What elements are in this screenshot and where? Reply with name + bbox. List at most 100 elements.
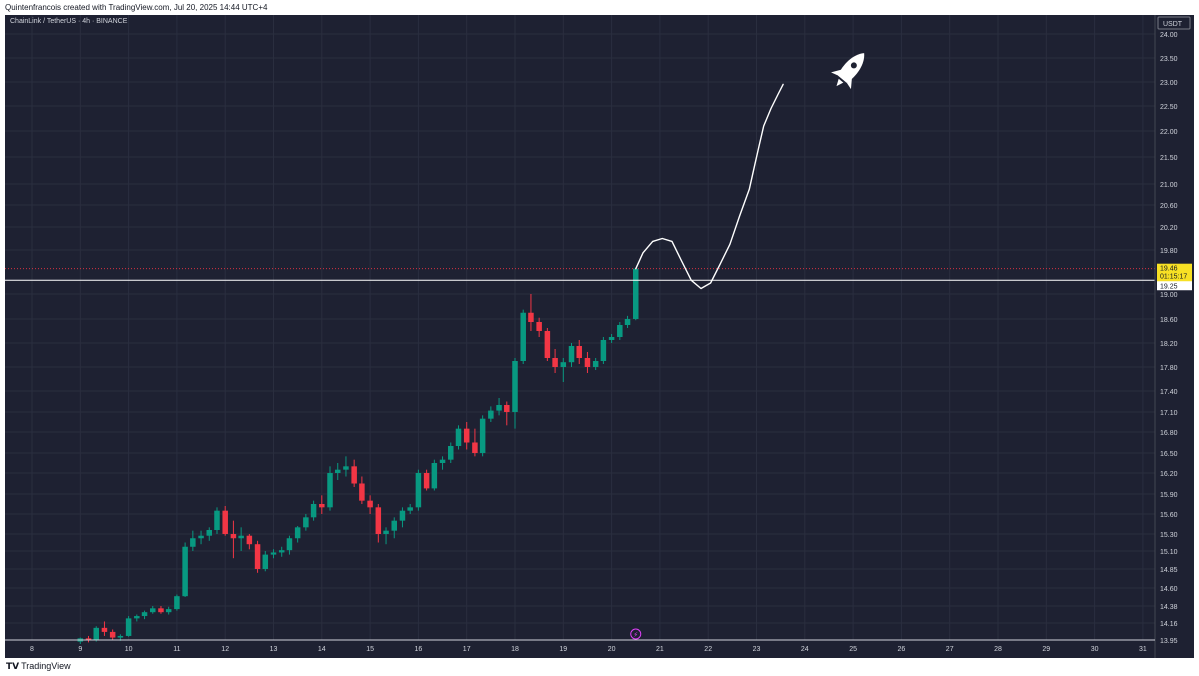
- y-tick-label: 20.20: [1160, 225, 1178, 232]
- candle-body: [246, 535, 253, 545]
- symbol-title: ChainLink / TetherUS · 4h · BINANCE: [10, 18, 128, 25]
- overlay: ⚡: [5, 53, 1155, 640]
- x-tick-label: 17: [463, 646, 471, 653]
- candle-body: [520, 312, 526, 361]
- candle-body: [431, 463, 438, 489]
- currency-label: USDT: [1163, 21, 1183, 28]
- x-tick-label: 20: [608, 646, 616, 653]
- candle-body: [600, 340, 607, 361]
- y-tick-label: 21.00: [1160, 182, 1178, 189]
- x-tick-label: 26: [898, 646, 906, 653]
- candle-body: [206, 530, 213, 536]
- x-tick-label: 13: [270, 646, 278, 653]
- y-tick-label: 15.30: [1160, 532, 1178, 539]
- tv-logo-icon: TV: [6, 662, 20, 672]
- x-tick-label: 22: [704, 646, 712, 653]
- y-tick-label: 14.60: [1160, 586, 1178, 593]
- candle-body: [278, 550, 285, 553]
- candle-body: [375, 507, 382, 534]
- x-tick-label: 8: [30, 646, 34, 653]
- candle-body: [310, 504, 317, 518]
- x-tick-label: 28: [994, 646, 1002, 653]
- candle-body: [230, 534, 237, 539]
- candle-body: [85, 638, 92, 640]
- candle-body: [109, 631, 116, 638]
- candle-body: [294, 527, 301, 539]
- event-marker-icon: [630, 628, 642, 640]
- candle-body: [359, 483, 365, 501]
- candlestick-chart[interactable]: ⚡ 24.00 23.50 23.00 22.50 22.00 21.50 21.00 20.…: [5, 15, 1194, 658]
- candle-body: [568, 346, 575, 363]
- y-tick-label: 23.50: [1160, 56, 1178, 63]
- credit-text: Quintenfrancois created with TradingView…: [5, 3, 268, 12]
- x-tick-label: 15: [366, 646, 374, 653]
- candle-body: [101, 627, 108, 632]
- candle-body: [407, 507, 413, 511]
- x-tick-label: 27: [946, 646, 954, 653]
- y-tick-label: 24.00: [1160, 32, 1178, 39]
- candle-body: [158, 608, 164, 613]
- candle-body: [319, 504, 325, 508]
- candle-body: [624, 319, 631, 325]
- level-tag: [1157, 281, 1192, 291]
- y-tick-label: 16.80: [1160, 430, 1178, 437]
- candle-body: [367, 500, 373, 508]
- x-tick-label: 9: [78, 646, 82, 653]
- tradingview-logo[interactable]: TV TradingView: [6, 661, 71, 672]
- y-tick-label: 23.00: [1160, 80, 1178, 87]
- candle-body: [544, 331, 551, 358]
- rocket-fin-right: [846, 76, 853, 90]
- candle-body: [134, 616, 140, 619]
- lightning-icon: ⚡: [633, 631, 638, 639]
- candle-body: [238, 535, 244, 539]
- candle-body: [512, 361, 518, 412]
- y-tick-label: 20.60: [1160, 203, 1178, 210]
- footer-bar: TV TradingView: [0, 658, 1199, 676]
- candle-body: [584, 358, 591, 367]
- candle-body: [125, 618, 132, 636]
- x-tick-label: 14: [318, 646, 326, 653]
- chart-frame[interactable]: ⚡ 24.00 23.50 23.00 22.50 22.00 21.50 21.00 20.…: [5, 15, 1194, 658]
- currency-badge: [1157, 16, 1191, 30]
- candle-body: [415, 473, 422, 508]
- x-tick-label: 21: [656, 646, 664, 653]
- candle-body: [286, 538, 293, 551]
- x-tick-label: 19: [559, 646, 567, 653]
- rocket-window: [850, 62, 857, 69]
- credit-bar: Quintenfrancois created with TradingView…: [0, 0, 1199, 15]
- y-tick-label: 18.60: [1160, 317, 1178, 324]
- y-tick-label: 19.80: [1160, 248, 1178, 255]
- candle-body: [303, 517, 309, 528]
- candle-body: [391, 520, 397, 531]
- candle-body: [214, 510, 220, 530]
- candle-body: [496, 405, 502, 411]
- candle-body: [560, 362, 567, 367]
- candle-body: [592, 361, 599, 367]
- candle-body: [608, 337, 615, 340]
- candle-body: [528, 312, 534, 322]
- x-tick-label: 16: [415, 646, 423, 653]
- rocket-icon: [831, 53, 865, 90]
- y-tick-label: 14.38: [1160, 604, 1178, 611]
- level-tag-value: 19.25: [1160, 283, 1178, 290]
- y-tick-label: 17.80: [1160, 365, 1178, 372]
- tradingview-brand: TradingView: [21, 661, 71, 671]
- price-tag-value: 19.46: [1160, 266, 1178, 273]
- y-tick-label: 13.95: [1160, 638, 1178, 645]
- candle-body: [254, 544, 261, 569]
- candle-body: [351, 466, 357, 484]
- candle-body: [423, 473, 430, 489]
- candle-body: [479, 418, 486, 453]
- rocket-fin-left: [831, 69, 843, 76]
- x-tick-label: 31: [1139, 646, 1147, 653]
- candle-body: [174, 596, 180, 610]
- candle-body: [262, 554, 269, 569]
- candle-body: [463, 428, 470, 443]
- candle-body: [399, 510, 406, 521]
- y-tick-label: 19.00: [1160, 292, 1178, 299]
- x-tick-label: 10: [125, 646, 133, 653]
- y-tick-label: 18.20: [1160, 341, 1178, 348]
- x-tick-label: 24: [801, 646, 809, 653]
- candle-body: [536, 322, 542, 331]
- candle-body: [552, 358, 558, 367]
